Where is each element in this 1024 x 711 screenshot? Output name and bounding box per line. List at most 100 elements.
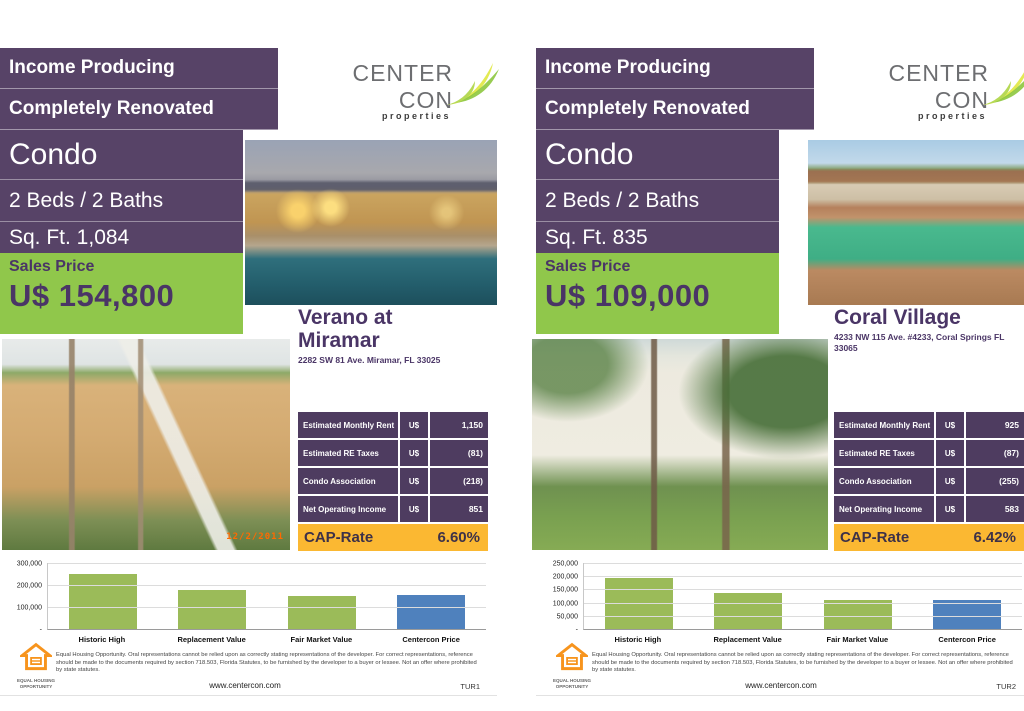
- building-photo: [532, 339, 828, 550]
- bar-historic-high: [68, 574, 137, 629]
- cap-rate-row: CAP-Rate 6.42%: [834, 524, 1024, 551]
- bar-slot: [48, 563, 158, 629]
- fin-row-value: 925: [966, 412, 1024, 438]
- gridline: [584, 563, 1022, 564]
- cap-rate-value: 6.60%: [437, 529, 480, 546]
- property-name: Verano at Miramar: [298, 306, 393, 353]
- y-tick-label: 200,000: [552, 573, 578, 581]
- gridline: [584, 589, 1022, 591]
- chart-categories: Historic High Replacement Value Fair Marke…: [47, 630, 486, 644]
- equal-housing-text: EQUAL HOUSING OPPORTUNITY: [17, 678, 55, 689]
- sales-price-value: U$ 154,800: [9, 278, 175, 313]
- property-name: Coral Village: [834, 306, 961, 329]
- centercon-logo: CENTER CON properties: [291, 59, 501, 121]
- category-label: Fair Market Value: [290, 635, 353, 644]
- fin-row-currency: U$: [936, 496, 964, 522]
- gridline: [48, 563, 486, 564]
- cap-rate-label: CAP-Rate: [304, 529, 374, 546]
- beds-baths: 2 Beds / 2 Baths: [0, 180, 243, 222]
- cap-rate-value: 6.42%: [973, 529, 1016, 546]
- logo-tagline: properties: [918, 110, 988, 121]
- gridline: [584, 576, 1022, 578]
- sales-price-value: U$ 109,000: [545, 278, 711, 313]
- fin-row-value: 583: [966, 496, 1024, 522]
- bar-replacement-value: [714, 592, 783, 629]
- fin-row-value: (255): [966, 468, 1024, 494]
- gridline: [584, 602, 1022, 604]
- bar-slot: [803, 563, 913, 629]
- page-code: TUR1: [460, 682, 480, 691]
- y-tick-label: -: [39, 626, 42, 634]
- property-title-block: Coral Village 4233 NW 115 Ave. #4233, Co…: [834, 306, 1024, 354]
- sales-price-block: Sales Price U$ 154,800: [0, 253, 243, 334]
- centercon-logo: CENTER CON properties: [827, 59, 1024, 121]
- y-tick-label: 200,000: [16, 582, 42, 590]
- category-label: Centercon Price: [402, 635, 460, 644]
- fin-row-label: Net Operating Income: [298, 496, 398, 522]
- bar-fair-market-value: [287, 595, 356, 629]
- fin-row-label: Estimated RE Taxes: [834, 440, 934, 466]
- website-url: www.centercon.com: [209, 681, 281, 690]
- y-tick-label: 300,000: [16, 560, 42, 568]
- sales-price-block: Sales Price U$ 109,000: [536, 253, 779, 334]
- fin-row-currency: U$: [936, 412, 964, 438]
- fin-row-currency: U$: [400, 468, 428, 494]
- fin-row-label: Condo Association: [298, 468, 398, 494]
- bar-slot: [267, 563, 377, 629]
- equal-housing-text: EQUAL HOUSING OPPORTUNITY: [553, 678, 591, 689]
- property-flyer: Income Producing Completely Renovated Co…: [512, 0, 1024, 711]
- bar-centercon-price: [933, 600, 1002, 629]
- bar-slot: [694, 563, 804, 629]
- financials-table: Estimated Monthly Rent U$ 1,150 Estimate…: [298, 412, 488, 551]
- property-type: Condo: [536, 130, 779, 180]
- leaf-icon: [447, 63, 500, 105]
- leaf-icon: [983, 72, 1024, 105]
- logo-wordmark: CENTER CON: [888, 59, 990, 113]
- chart-plot: [583, 563, 1022, 630]
- bar-chart: 300,000 200,000 100,000 - Historic High Repl…: [8, 560, 486, 644]
- property-address: 4233 NW 115 Ave. #4233, Coral Springs FL…: [834, 332, 1005, 354]
- gridline: [48, 585, 486, 586]
- equal-housing-logo: EQUAL HOUSING OPPORTUNITY: [552, 642, 592, 690]
- bar-slot: [584, 563, 694, 629]
- logo-wordmark: CENTER CON: [352, 59, 454, 113]
- page-code: TUR2: [996, 682, 1016, 691]
- square-footage: Sq. Ft. 835: [536, 222, 779, 253]
- bar-fair-market-value: [823, 599, 892, 629]
- y-tick-label: -: [575, 626, 578, 634]
- y-tick-label: 100,000: [552, 600, 578, 608]
- category-label: Centercon Price: [938, 635, 996, 644]
- footer-divider: [536, 695, 1024, 696]
- equal-housing-logo: EQUAL HOUSING OPPORTUNITY: [16, 642, 56, 690]
- cap-rate-row: CAP-Rate 6.60%: [298, 524, 488, 551]
- pool-photo: [245, 140, 497, 305]
- category-label: Historic High: [614, 635, 662, 644]
- sales-price-label: Sales Price: [545, 258, 631, 275]
- bar-centercon-price: [397, 594, 466, 629]
- category-label: Replacement Value: [713, 635, 782, 644]
- chart-categories: Historic High Replacement Value Fair Marke…: [583, 630, 1022, 644]
- fin-row-currency: U$: [400, 412, 428, 438]
- property-flyer: Income Producing Completely Renovated Co…: [0, 48, 501, 696]
- footer-divider: [0, 695, 497, 696]
- photo-date-stamp: 12/2/2011: [226, 532, 284, 542]
- chart-plot: [47, 563, 486, 630]
- cap-rate-label: CAP-Rate: [840, 529, 910, 546]
- fin-row-currency: U$: [936, 440, 964, 466]
- fin-row-currency: U$: [400, 440, 428, 466]
- pool-photo: [808, 140, 1024, 305]
- fin-row-label: Estimated Monthly Rent: [834, 412, 934, 438]
- bar-chart: 250,000 200,000 150,000 100,000 50,000 - Hist…: [544, 560, 1022, 644]
- fin-row-value: (81): [430, 440, 488, 466]
- chart-y-axis: 300,000 200,000 100,000 -: [8, 560, 47, 634]
- header-line1: Income Producing: [0, 48, 278, 89]
- fin-row-label: Net Operating Income: [834, 496, 934, 522]
- website-url: www.centercon.com: [745, 681, 817, 690]
- y-tick-label: 250,000: [552, 560, 578, 568]
- legal-disclaimer: Equal Housing Opportunity. Oral represen…: [592, 652, 1013, 674]
- equal-housing-house-icon: [17, 642, 55, 671]
- fin-row-value: (87): [966, 440, 1024, 466]
- fin-row-currency: U$: [400, 496, 428, 522]
- square-footage: Sq. Ft. 1,084: [0, 222, 243, 253]
